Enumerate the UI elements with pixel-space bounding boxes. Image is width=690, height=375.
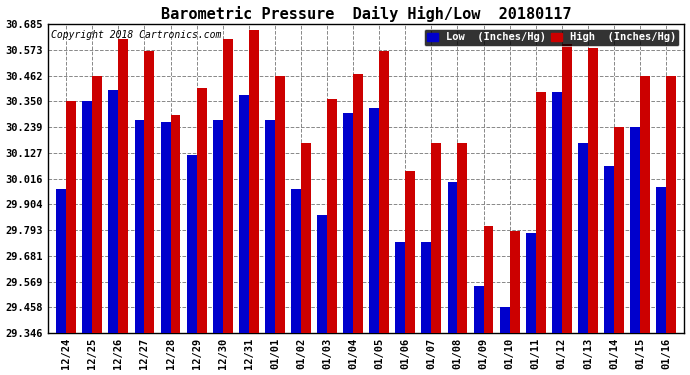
Bar — [666, 76, 676, 333]
Bar — [457, 143, 467, 333]
Bar — [448, 182, 457, 333]
Bar — [265, 120, 275, 333]
Bar — [552, 92, 562, 333]
Text: Copyright 2018 Cartronics.com: Copyright 2018 Cartronics.com — [51, 30, 221, 40]
Bar — [144, 51, 155, 333]
Bar — [92, 76, 102, 333]
Bar — [108, 90, 119, 333]
Bar — [317, 214, 327, 333]
Bar — [223, 39, 233, 333]
Bar — [640, 76, 650, 333]
Bar — [422, 242, 431, 333]
Bar — [526, 233, 535, 333]
Bar — [301, 143, 311, 333]
Bar — [327, 99, 337, 333]
Bar — [484, 226, 493, 333]
Bar — [473, 286, 484, 333]
Bar — [353, 74, 363, 333]
Bar — [197, 88, 206, 333]
Bar — [380, 51, 389, 333]
Bar — [405, 171, 415, 333]
Bar — [343, 113, 353, 333]
Bar — [604, 166, 614, 333]
Bar — [135, 120, 144, 333]
Bar — [510, 231, 520, 333]
Bar — [431, 143, 442, 333]
Bar — [395, 242, 405, 333]
Bar — [630, 127, 640, 333]
Bar — [614, 127, 624, 333]
Bar — [213, 120, 223, 333]
Bar — [500, 307, 510, 333]
Bar — [249, 30, 259, 333]
Bar — [578, 143, 588, 333]
Bar — [161, 122, 170, 333]
Bar — [239, 94, 249, 333]
Bar — [656, 187, 666, 333]
Bar — [369, 108, 380, 333]
Bar — [57, 189, 66, 333]
Bar — [562, 44, 572, 333]
Bar — [588, 48, 598, 333]
Bar — [66, 102, 76, 333]
Bar — [170, 116, 181, 333]
Bar — [275, 76, 285, 333]
Bar — [291, 189, 301, 333]
Bar — [82, 102, 92, 333]
Bar — [535, 92, 546, 333]
Legend: Low  (Inches/Hg), High  (Inches/Hg): Low (Inches/Hg), High (Inches/Hg) — [424, 29, 679, 46]
Bar — [119, 39, 128, 333]
Bar — [187, 154, 197, 333]
Title: Barometric Pressure  Daily High/Low  20180117: Barometric Pressure Daily High/Low 20180… — [161, 6, 571, 21]
